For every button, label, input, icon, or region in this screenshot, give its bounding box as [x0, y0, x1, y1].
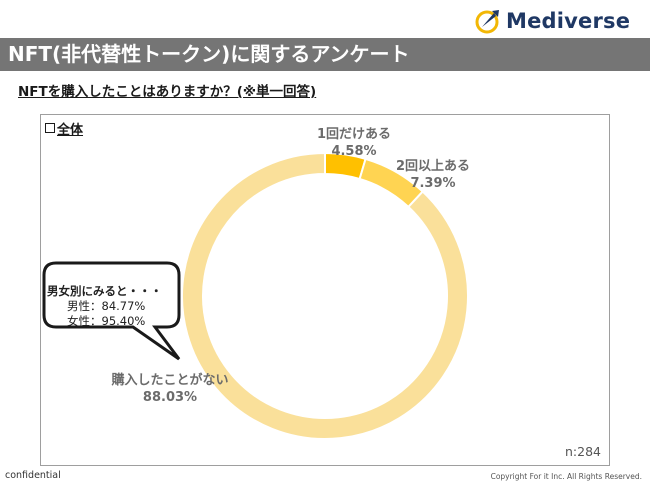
- donut-slice-never: [181, 151, 469, 440]
- callout-female: 女性：95.40%: [67, 314, 146, 328]
- title-bar: NFT(非代替性トークン)に関するアンケート: [0, 38, 650, 71]
- donut-chart: [42, 151, 469, 440]
- callout-male: 男性：84.77%: [67, 299, 146, 313]
- rocket-logo-icon: [475, 10, 499, 34]
- page-title: NFT(非代替性トークン)に関するアンケート: [8, 42, 410, 66]
- sample-size: n:284: [565, 444, 601, 459]
- survey-question: NFTを購入したことはありますか？(※単一回答): [18, 84, 317, 100]
- slice-value-multiple: 7.39%: [410, 176, 456, 191]
- brand-logo: Mediverse: [474, 6, 630, 36]
- slice-category-multiple: 2回以上ある: [395, 159, 471, 174]
- brand-name: Mediverse: [506, 9, 631, 33]
- segment-label: 全体: [45, 119, 83, 138]
- chart-panel: 全体 1回だけある 4.58% 2回以上ある 7.39% 購入したことがない 8…: [40, 114, 610, 466]
- slice-value-once: 4.58%: [331, 144, 377, 159]
- slice-label-once: 1回だけある 4.58%: [299, 126, 409, 160]
- slice-value-never: 88.03%: [142, 390, 198, 405]
- callout-title: 男女別にみると・・・: [47, 284, 162, 298]
- slice-category-once: 1回だけある: [316, 127, 392, 142]
- slice-label-multiple: 2回以上ある 7.39%: [378, 158, 488, 192]
- checkbox-square-icon: [45, 123, 55, 133]
- callout-bubble: [42, 261, 181, 361]
- callout-text: 男女別にみると・・・ 男性：84.77% 女性：95.40%: [47, 284, 162, 329]
- confidential-label: confidential: [5, 470, 61, 481]
- slice-label-never: 購入したことがない 88.03%: [95, 372, 245, 406]
- slice-category-never: 購入したことがない: [111, 373, 229, 388]
- copyright: Copyright For it Inc. All Rights Reserve…: [490, 472, 642, 481]
